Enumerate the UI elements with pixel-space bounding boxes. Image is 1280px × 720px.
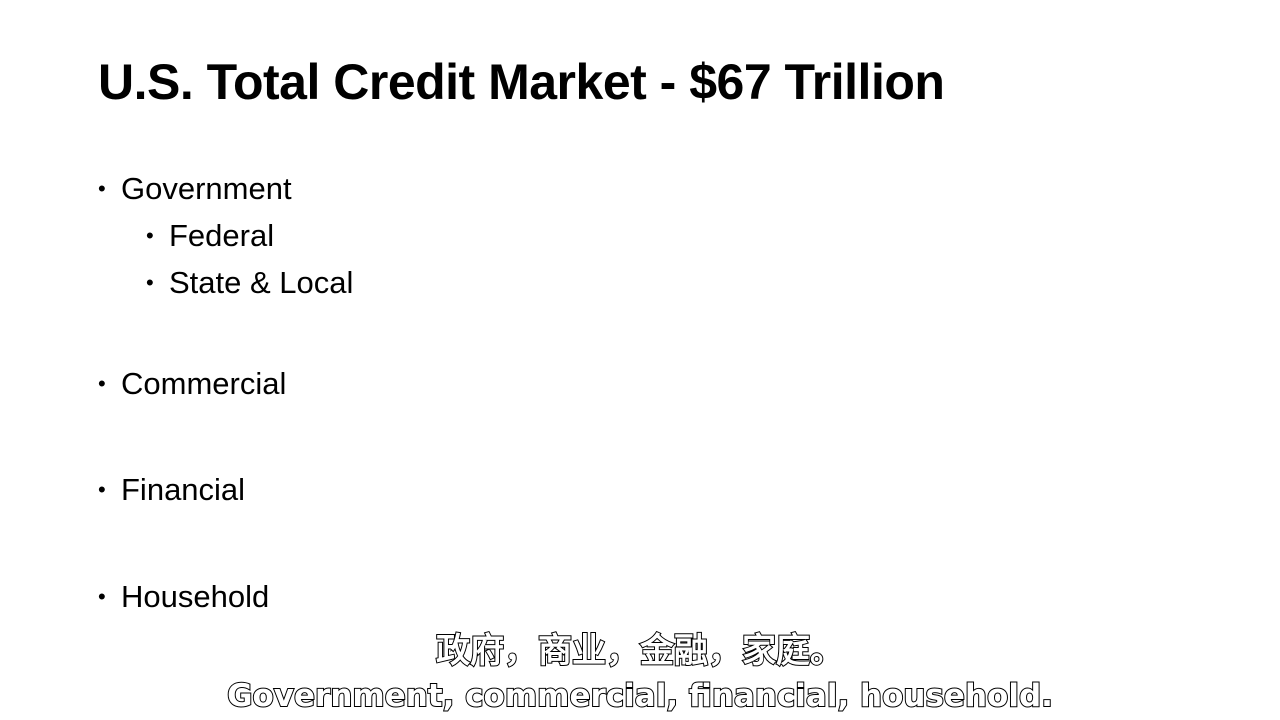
slide-title: U.S. Total Credit Market - $67 Trillion [98,54,945,110]
bullet-government: • Government [98,169,292,209]
bullet-label: Commercial [121,366,287,401]
bullet-label: Household [121,579,270,614]
bullet-financial: • Financial [98,470,246,510]
bullet-dot-icon: • [98,176,106,201]
bullet-label: Government [121,171,292,206]
bullet-dot-icon: • [98,371,106,396]
subtitle-chinese: 政府，商业，金融，家庭。 [435,630,845,672]
sub-bullet-state-local: • State & Local [146,263,354,303]
sub-bullet-federal: • Federal [146,216,275,256]
bullet-household: • Household [98,577,270,617]
bullet-commercial: • Commercial [98,364,287,404]
bullet-label: Financial [121,472,246,507]
subtitle-english: Government, commercial, financial, house… [226,677,1054,715]
bullet-label: Federal [169,218,275,253]
bullet-dot-icon: • [98,477,106,502]
bullet-dot-icon: • [98,584,106,609]
bullet-dot-icon: • [146,270,154,295]
bullet-label: State & Local [169,265,354,300]
bullet-dot-icon: • [146,223,154,248]
